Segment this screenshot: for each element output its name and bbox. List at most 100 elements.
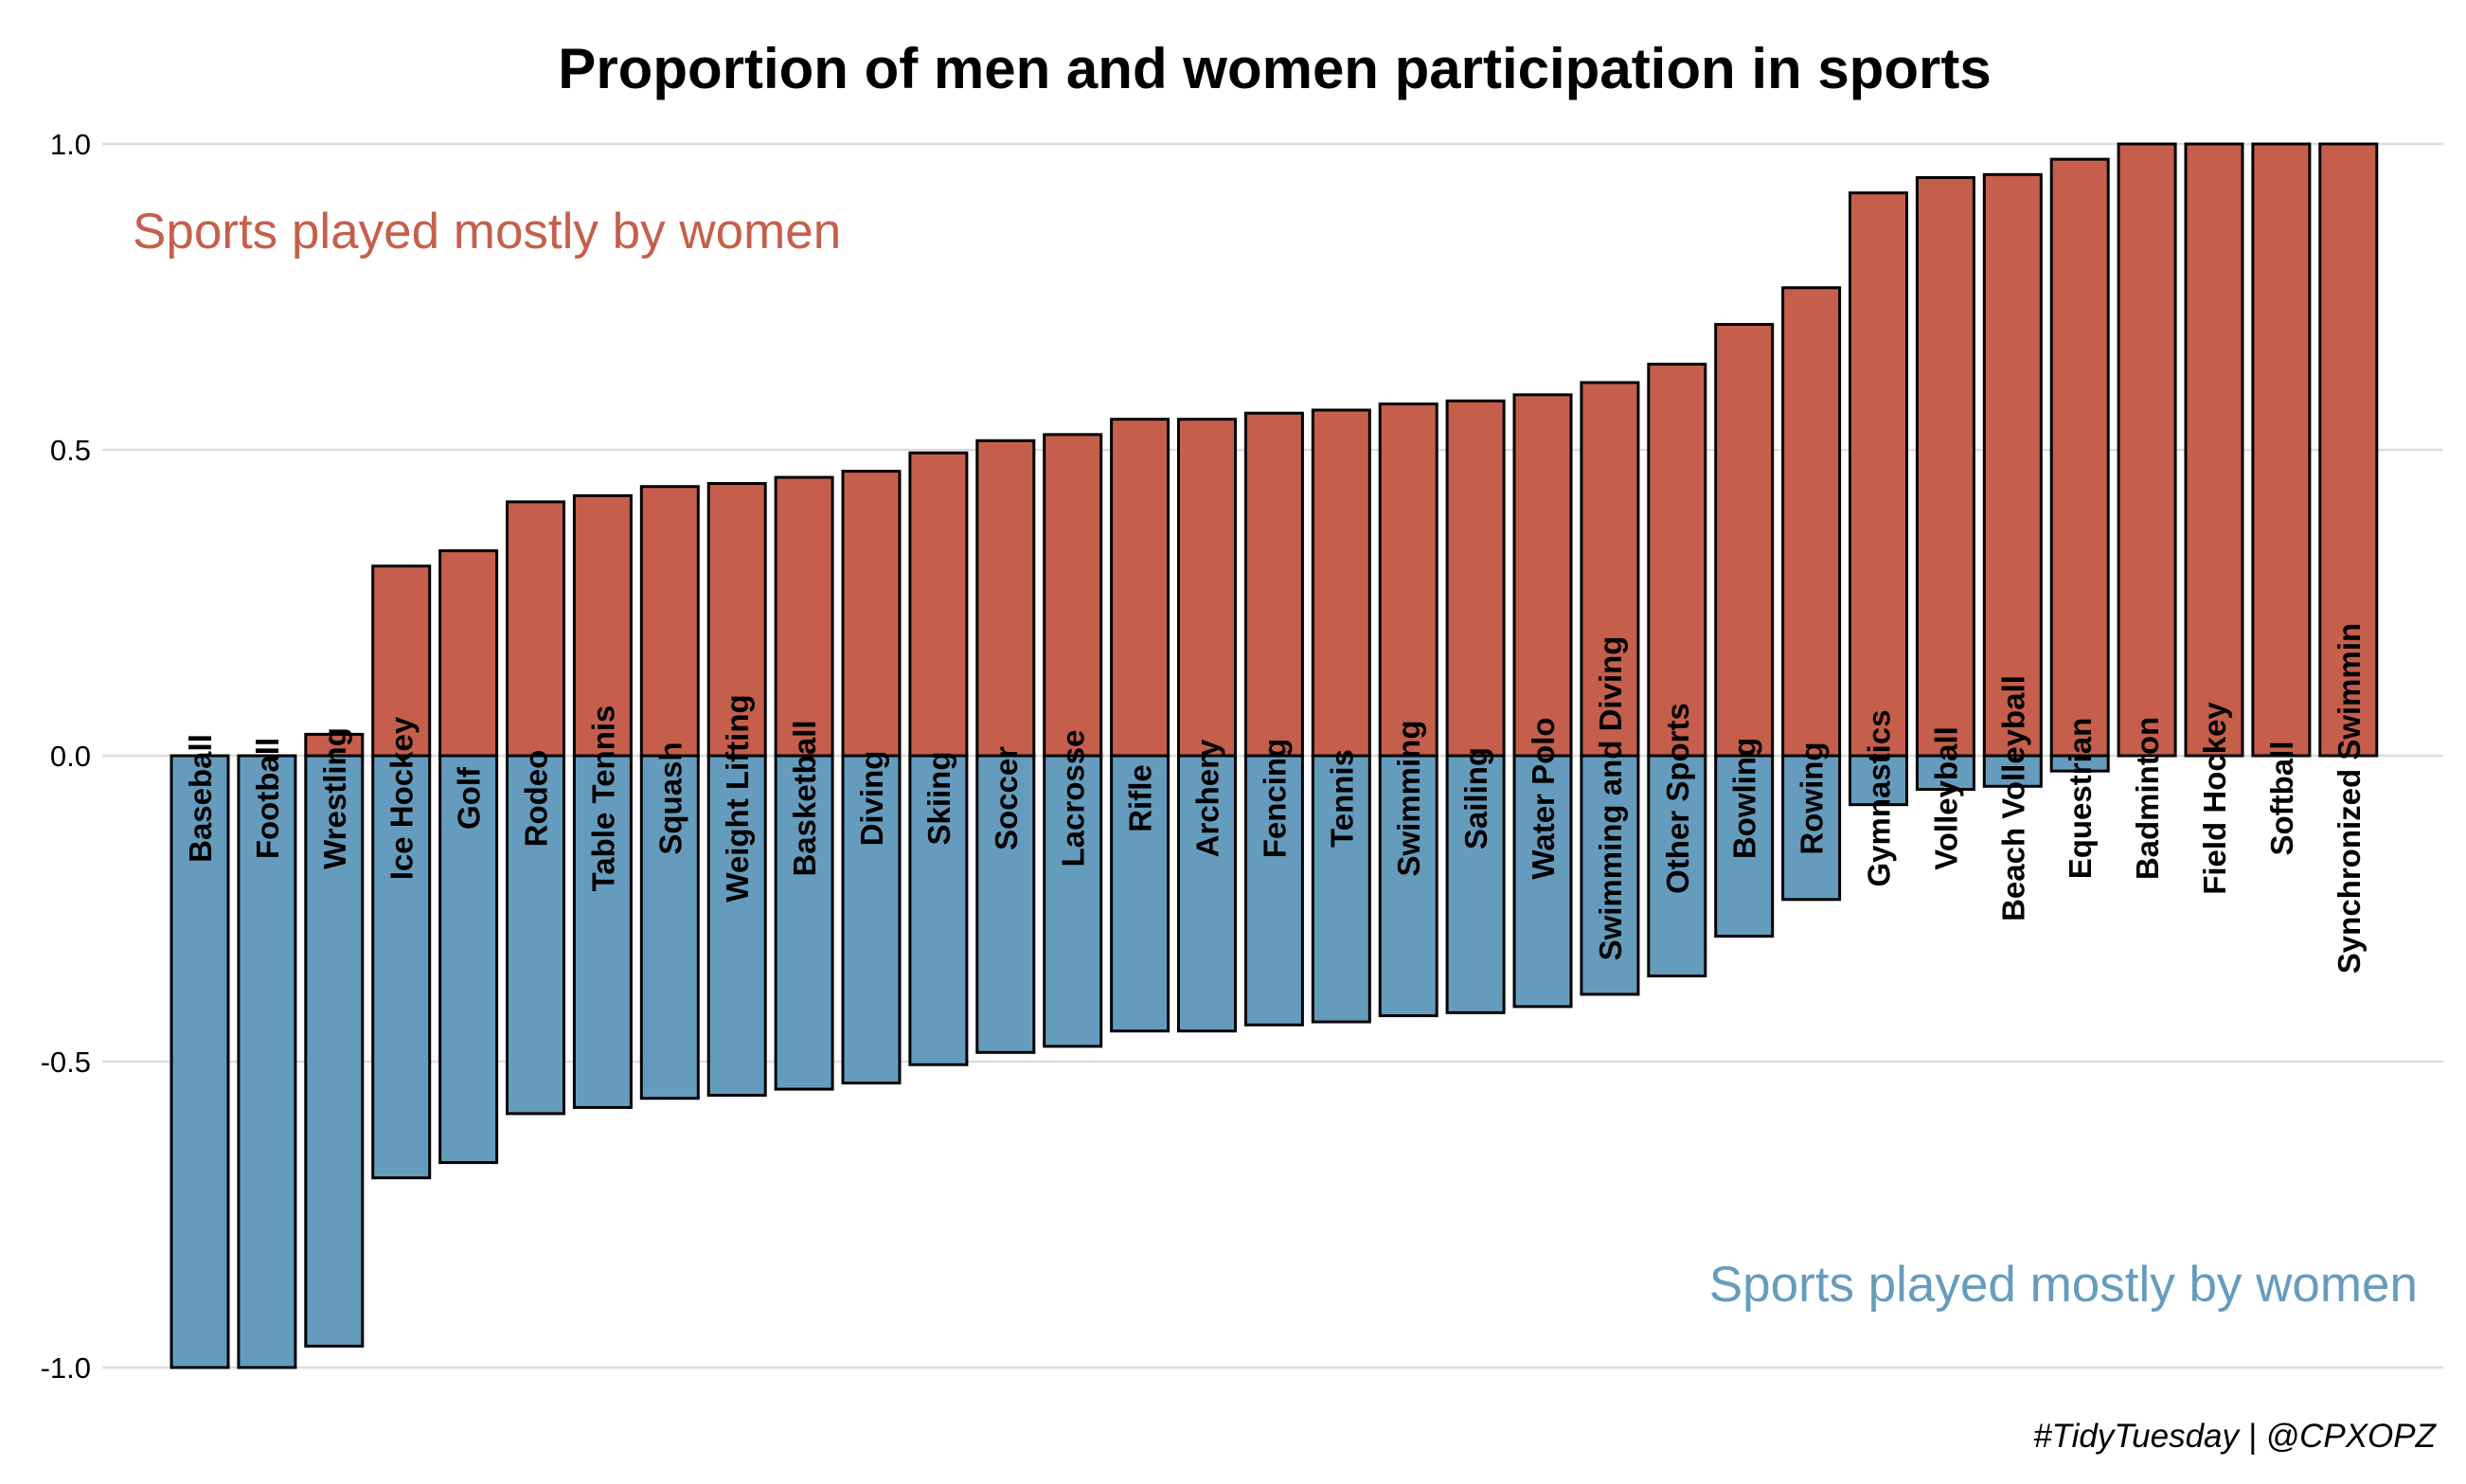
bar-men — [639, 754, 700, 1100]
bar-label: Skiing — [921, 751, 956, 845]
bar-label: Tennis — [1324, 749, 1359, 848]
bar-women — [2184, 142, 2244, 758]
bar-women — [1110, 418, 1170, 758]
bar-label: Synchronized Swimmin — [2332, 623, 2367, 974]
bar-women — [572, 493, 633, 758]
bar-women — [2049, 157, 2110, 758]
bar-women — [2318, 142, 2379, 758]
bar-men — [572, 754, 633, 1109]
annotation-bottom-right: Sports played mostly by women — [1709, 1257, 2418, 1313]
bar-label: Soccer — [989, 746, 1024, 850]
bar-women — [1849, 191, 1908, 758]
annotation-top-left: Sports played mostly by women — [133, 204, 841, 259]
bar-label: Golf — [452, 766, 487, 830]
bar-men — [1512, 754, 1573, 1009]
bar-women — [639, 485, 700, 758]
bar-women — [1580, 381, 1640, 758]
y-tick-label: 0.5 — [50, 434, 91, 467]
bar-men — [1580, 754, 1640, 996]
bar-men — [1647, 754, 1707, 978]
bar-label: Baseball — [183, 734, 218, 863]
bar-women — [1311, 408, 1371, 758]
bar-men — [2049, 754, 2110, 773]
bar-women — [908, 451, 969, 758]
bar-women — [1445, 399, 1506, 758]
bar-label: Other Sports — [1660, 703, 1695, 894]
chart-caption: #TidyTuesday | @CPXOPZ — [2033, 1418, 2438, 1455]
bar-women — [1781, 286, 1842, 758]
bar-label: Softball — [2264, 742, 2299, 856]
bar-men — [1043, 754, 1103, 1048]
bar-label: Bowling — [1727, 738, 1762, 859]
bar-men — [237, 754, 297, 1369]
y-tick-label: 1.0 — [50, 128, 91, 161]
bar-label-layer: Baseball Football Wrestling Ice Hockey Golf R… — [183, 623, 2367, 974]
bar-men — [1378, 754, 1438, 1018]
bar-label: Field Hockey — [2197, 702, 2232, 895]
bar-women — [975, 438, 1036, 758]
bar-men — [1243, 754, 1304, 1027]
bar-women — [1915, 176, 1975, 758]
bar-women — [371, 564, 432, 758]
bar-women — [506, 500, 565, 758]
bar-label: Beach Volleyball — [1995, 675, 2030, 921]
bar-women — [1043, 433, 1103, 758]
bar-women — [1378, 402, 1438, 758]
bar-label: Rodeo — [519, 750, 554, 848]
bar-men — [371, 754, 432, 1180]
y-tick-label: -0.5 — [41, 1046, 91, 1079]
bar-men — [1714, 754, 1775, 939]
bar-label: Football — [250, 738, 285, 859]
bar-men — [1177, 754, 1237, 1033]
bar-men — [908, 754, 969, 1066]
chart-title: Proportion of men and women participatio… — [558, 37, 1991, 100]
bar-women — [1512, 393, 1573, 758]
bar-label: Gymnastics — [1862, 709, 1897, 886]
bar-men — [1982, 754, 2043, 788]
bar-women — [706, 482, 767, 758]
bar-men — [1915, 754, 1975, 792]
bar-label: Weight Lifting — [720, 694, 755, 902]
bar-label: Badminton — [2130, 717, 2165, 880]
bar-men — [438, 754, 499, 1165]
bar-label: Diving — [854, 751, 889, 847]
bar-label: Lacrosse — [1056, 730, 1091, 867]
bar-men — [1311, 754, 1371, 1024]
bar-layer — [170, 142, 2379, 1369]
bar-women — [1647, 363, 1707, 758]
bar-label: Squash — [652, 742, 688, 854]
bar-men — [1849, 754, 1908, 807]
y-tick-label: 0.0 — [50, 740, 91, 773]
bar-men — [1445, 754, 1506, 1014]
bar-label: Fencing — [1257, 739, 1292, 859]
bar-women — [438, 549, 499, 758]
bar-women — [1714, 323, 1775, 758]
bar-men — [1110, 754, 1170, 1033]
bar-label: Ice Hockey — [384, 716, 420, 880]
bar-women — [1982, 172, 2043, 758]
bar-label: Swimming and Diving — [1593, 636, 1628, 961]
bar-men — [706, 754, 767, 1098]
bar-label: Volleyball — [1928, 726, 1963, 870]
bar-men — [1781, 754, 1842, 902]
bar-label: Archery — [1190, 739, 1225, 857]
bar-label: Table Tennis — [585, 706, 620, 892]
bar-label: Rifle — [1123, 764, 1158, 832]
bar-women — [2251, 142, 2312, 758]
bar-men — [304, 754, 365, 1348]
y-tick-label: -1.0 — [41, 1351, 91, 1385]
bar-label: Swimming — [1391, 720, 1426, 876]
bar-label: Rowing — [1795, 742, 1830, 854]
bar-label: Water Polo — [1526, 717, 1561, 879]
bar-men — [506, 754, 565, 1116]
bar-label: Wrestling — [317, 727, 352, 869]
bar-women — [774, 475, 834, 758]
bar-men — [774, 754, 834, 1091]
bar-men — [170, 754, 230, 1369]
bar-men — [975, 754, 1036, 1054]
bar-label: Sailing — [1458, 747, 1493, 849]
bar-women — [1243, 411, 1304, 758]
bar-label: Basketball — [787, 720, 822, 876]
